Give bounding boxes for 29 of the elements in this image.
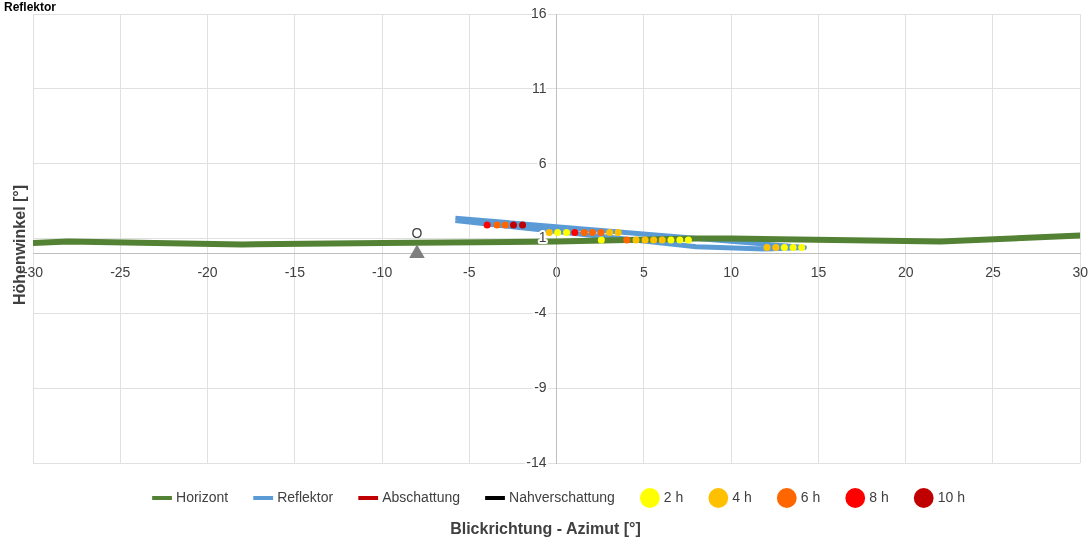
x-axis-title: Blickrichtung - Azimut [°] — [449, 520, 642, 538]
legend-label: 2 h — [663, 488, 684, 505]
y-tick-label: 11 — [532, 79, 547, 96]
legend-label: 4 h — [732, 488, 752, 505]
legend-label: Abschattung — [382, 488, 461, 505]
x-tick-label: 5 — [639, 263, 648, 280]
x-tick-label: -10 — [371, 263, 393, 280]
x-tick-label: 10 — [723, 263, 740, 280]
x-tick-label: 30 — [1072, 263, 1089, 280]
x-tick-label: -25 — [110, 263, 131, 280]
y-tick-label: -14 — [526, 453, 547, 470]
legend-label: Horizont — [176, 488, 229, 505]
annotation: Reflektor — [4, 0, 57, 14]
x-tick-label: 25 — [985, 263, 1001, 280]
x-tick-label: -15 — [284, 263, 306, 280]
annotation: O — [411, 225, 423, 242]
x-tick-label: -20 — [197, 263, 218, 280]
legend-label: 8 h — [869, 488, 889, 505]
legend-label: 6 h — [800, 488, 821, 505]
y-tick-label: 16 — [531, 4, 547, 21]
legend-label: 10 h — [937, 488, 965, 505]
x-tick-label: -5 — [463, 263, 476, 280]
y-tick-label: 6 — [538, 154, 547, 171]
legend-label: Reflektor — [277, 488, 334, 505]
legend-label: Nahverschattung — [509, 488, 615, 505]
y-tick-label: -9 — [534, 379, 547, 396]
y-tick-label: -4 — [534, 304, 547, 321]
x-tick-label: 15 — [810, 263, 827, 280]
x-tick-label: 20 — [897, 263, 914, 280]
